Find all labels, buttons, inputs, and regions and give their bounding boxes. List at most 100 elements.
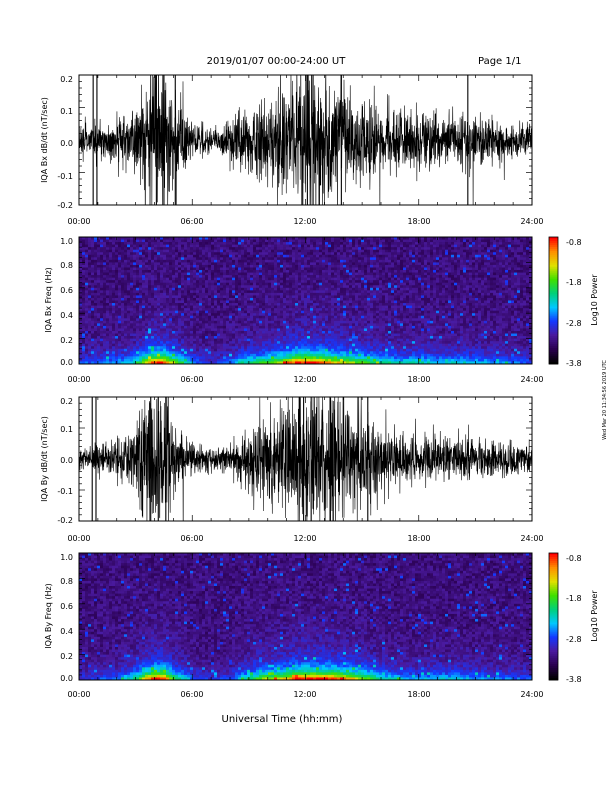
- heatmap-cell: [292, 237, 296, 240]
- heatmap-cell: [298, 303, 302, 306]
- heatmap-cell: [79, 320, 83, 324]
- heatmap-cell: [163, 333, 167, 337]
- heatmap-cell: [109, 353, 113, 357]
- heatmap-cell: [235, 287, 239, 291]
- heatmap-cell: [184, 341, 188, 344]
- heatmap-cell: [337, 325, 341, 329]
- heatmap-cell: [238, 280, 242, 284]
- heatmap-cell: [241, 297, 245, 301]
- heatmap-cell: [127, 267, 131, 271]
- heatmap-cell: [223, 282, 227, 286]
- heatmap-cell: [91, 280, 95, 284]
- heatmap-cell: [88, 264, 92, 268]
- heatmap-cell: [250, 282, 254, 286]
- heatmap-cell: [187, 315, 191, 319]
- heatmap-cell: [355, 361, 359, 365]
- heatmap-cell: [157, 249, 161, 253]
- heatmap-cell: [121, 348, 125, 352]
- heatmap-cell: [97, 318, 101, 322]
- heatmap-cell: [322, 249, 326, 253]
- heatmap-cell: [244, 264, 248, 268]
- heatmap-cell: [310, 325, 314, 329]
- heatmap-cell: [298, 336, 302, 339]
- heatmap-cell: [268, 267, 272, 271]
- heatmap-cell: [112, 292, 116, 296]
- heatmap-cell: [298, 257, 302, 261]
- heatmap-cell: [121, 285, 125, 289]
- figure-title: 2019/01/07 00:00-24:00 UT: [207, 56, 347, 67]
- heatmap-cell: [157, 330, 161, 334]
- heatmap-cell: [253, 343, 257, 347]
- heatmap-cell: [163, 259, 167, 263]
- heatmap-cell: [226, 280, 230, 284]
- heatmap-cell: [346, 262, 350, 266]
- heatmap-cell: [187, 358, 191, 362]
- heatmap-cell: [151, 295, 155, 299]
- heatmap-cell: [337, 282, 341, 286]
- heatmap-cell: [322, 280, 326, 284]
- heatmap-cell: [268, 282, 272, 286]
- heatmap-cell: [139, 237, 143, 240]
- heatmap-cell: [226, 333, 230, 337]
- heatmap-cell: [355, 328, 359, 332]
- heatmap-cell: [352, 320, 356, 324]
- heatmap-cell: [355, 333, 359, 337]
- heatmap-cell: [250, 346, 254, 350]
- heatmap-cell: [286, 318, 290, 322]
- heatmap-cell: [271, 343, 275, 347]
- heatmap-cell: [202, 358, 206, 362]
- heatmap-cell: [148, 237, 152, 240]
- heatmap-cell: [127, 249, 131, 253]
- heatmap-cell: [163, 270, 167, 273]
- heatmap-cell: [124, 252, 128, 256]
- heatmap-cell: [259, 272, 263, 276]
- heatmap-cell: [163, 264, 167, 268]
- heatmap-cell: [220, 313, 224, 317]
- heatmap-cell: [184, 292, 188, 296]
- heatmap-cell: [364, 338, 368, 342]
- heatmap-cell: [349, 252, 353, 256]
- heatmap-cell: [79, 257, 83, 261]
- heatmap-cell: [295, 315, 299, 319]
- heatmap-cell: [244, 353, 248, 357]
- heatmap-cell: [250, 320, 254, 324]
- heatmap-cell: [175, 295, 179, 299]
- heatmap-cell: [295, 343, 299, 347]
- heatmap-cell: [370, 275, 374, 278]
- heatmap-cell: [85, 346, 89, 350]
- heatmap-cell: [295, 330, 299, 334]
- heatmap-cell: [106, 292, 110, 296]
- heatmap-cell: [271, 270, 275, 273]
- heatmap-cell: [187, 305, 191, 309]
- heatmap-cell: [361, 323, 365, 327]
- heatmap-cell: [319, 254, 323, 258]
- heatmap-cell: [124, 361, 128, 365]
- heatmap-cell: [349, 277, 353, 281]
- heatmap-cell: [304, 254, 308, 258]
- heatmap-cell: [112, 341, 116, 344]
- heatmap-cell: [253, 257, 257, 261]
- heatmap-cell: [175, 252, 179, 256]
- heatmap-cell: [214, 247, 218, 250]
- heatmap-cell: [193, 247, 197, 250]
- heatmap-cell: [277, 346, 281, 350]
- heatmap-cell: [166, 353, 170, 357]
- heatmap-cell: [358, 333, 362, 337]
- heatmap-cell: [331, 277, 335, 281]
- heatmap-cell: [346, 328, 350, 332]
- heatmap-cell: [283, 333, 287, 337]
- heatmap-cell: [169, 264, 173, 268]
- heatmap-cell: [343, 303, 347, 306]
- heatmap-cell: [238, 318, 242, 322]
- heatmap-cell: [145, 346, 149, 350]
- heatmap-cell: [220, 330, 224, 334]
- heatmap-cell: [259, 313, 263, 317]
- heatmap-cell: [145, 239, 149, 243]
- heatmap-cell: [253, 361, 257, 365]
- heatmap-cell: [229, 254, 233, 258]
- heatmap-cell: [91, 272, 95, 276]
- heatmap-cell: [226, 282, 230, 286]
- heatmap-cell: [211, 318, 215, 322]
- heatmap-cell: [259, 336, 263, 339]
- heatmap-cell: [136, 292, 140, 296]
